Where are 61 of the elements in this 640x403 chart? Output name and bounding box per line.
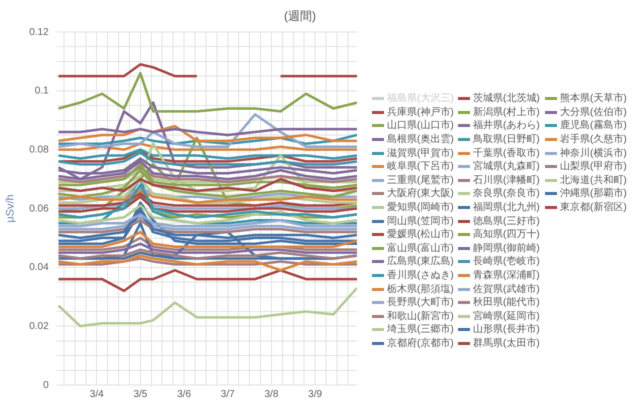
legend-label: 大分県(佐伯市) (560, 106, 627, 119)
legend-label: 静岡県(御前崎) (473, 242, 540, 255)
legend-label: 山形県(長井市) (473, 323, 540, 336)
legend-label: 千葉県(香取市) (473, 146, 540, 160)
legend-label: 奈良県(奈良市) (473, 187, 540, 200)
y-tick-label: 0.08 (29, 144, 50, 156)
legend-label: 兵庫県(神戸市) (387, 106, 454, 119)
legend-label: 三重県(尾鷲市) (387, 174, 454, 187)
legend-label: 京都府(京都市) (387, 336, 454, 350)
legend-label: 岩手県(久慈市) (560, 133, 627, 146)
legend-label: 広島県(東広島) (387, 255, 454, 268)
legend-label: 香川県(さぬき) (387, 269, 454, 282)
legend-label: 徳島県(三好市) (473, 214, 540, 228)
legend-label: 滋賀県(甲賀市) (387, 146, 454, 160)
legend-label: 埼玉県(三郷市) (387, 323, 454, 336)
legend-label: 群馬県(太田市) (473, 336, 540, 350)
legend-label: 宮城県(丸森町) (473, 160, 540, 174)
legend-label: 佐賀県(武雄市) (473, 282, 540, 296)
legend-label: 山口県(山口市) (387, 119, 454, 132)
legend-label: 愛知県(岡崎市) (387, 201, 454, 214)
legend-label: 茨城県(北茨城) (473, 92, 540, 106)
legend-label: 高知県(四万十) (473, 228, 540, 242)
y-tick-label: 0.06 (29, 203, 50, 214)
x-tick-label: 3/5 (133, 388, 148, 400)
legend-label: 岐阜県(下呂市) (387, 160, 454, 174)
y-tick-label: 0.02 (29, 320, 50, 332)
legend-label: 鹿児島(霧島市) (560, 119, 627, 132)
y-tick-label: 0.04 (29, 262, 50, 274)
x-tick-label: 3/9 (308, 388, 323, 400)
y-axis-title: μSv/h (4, 194, 17, 223)
legend-label: 愛媛県(松山市) (387, 228, 454, 242)
legend-label: 鳥取県(日野町) (473, 133, 540, 146)
y-tick-label: 0 (43, 380, 50, 391)
legend-label: 島根県(奥出雲) (387, 133, 454, 146)
chart-title: (週間) (283, 8, 317, 25)
legend-label: 長崎県(壱岐市) (473, 255, 540, 268)
x-tick-label: 3/7 (220, 388, 236, 400)
legend-label: 熊本県(天草市) (560, 92, 627, 106)
legend-label: 大阪府(東大阪) (387, 187, 454, 200)
legend-label: 秋田県(能代市) (473, 296, 540, 310)
legend-label: 宮崎県(延岡市) (473, 310, 540, 323)
legend-label: 神奈川(横浜市) (560, 146, 627, 160)
legend-label: 北海道(共和町) (560, 174, 627, 187)
legend-label: 青森県(深浦町) (473, 269, 540, 282)
x-tick-label: 3/4 (90, 388, 104, 400)
legend-label: 和歌山(新宮市) (387, 310, 454, 323)
x-tick-label: 3/8 (264, 388, 279, 400)
legend-label: 岡山県(笠岡市) (387, 214, 454, 228)
legend-label: 福井県(あわら) (473, 119, 540, 132)
legend-label: 石川県(津幡町) (473, 174, 540, 187)
legend-label: 長野県(大町市) (387, 296, 454, 310)
y-tick-label: 0.1 (34, 86, 50, 97)
legend-label: 福岡県(北九州) (473, 201, 540, 214)
legend-label: 山梨県(甲府市) (560, 160, 627, 174)
legend-label: 東京都(新宿区) (560, 201, 627, 214)
legend-label: 栃木県(那須塩) (387, 282, 454, 296)
legend-label: 新潟県(村上市) (473, 106, 540, 119)
legend-label: 富山県(富山市) (387, 242, 454, 255)
y-tick-label: 0.12 (29, 26, 50, 38)
x-tick-label: 3/6 (177, 388, 192, 400)
legend-label: 沖縄県(那覇市) (560, 187, 627, 200)
